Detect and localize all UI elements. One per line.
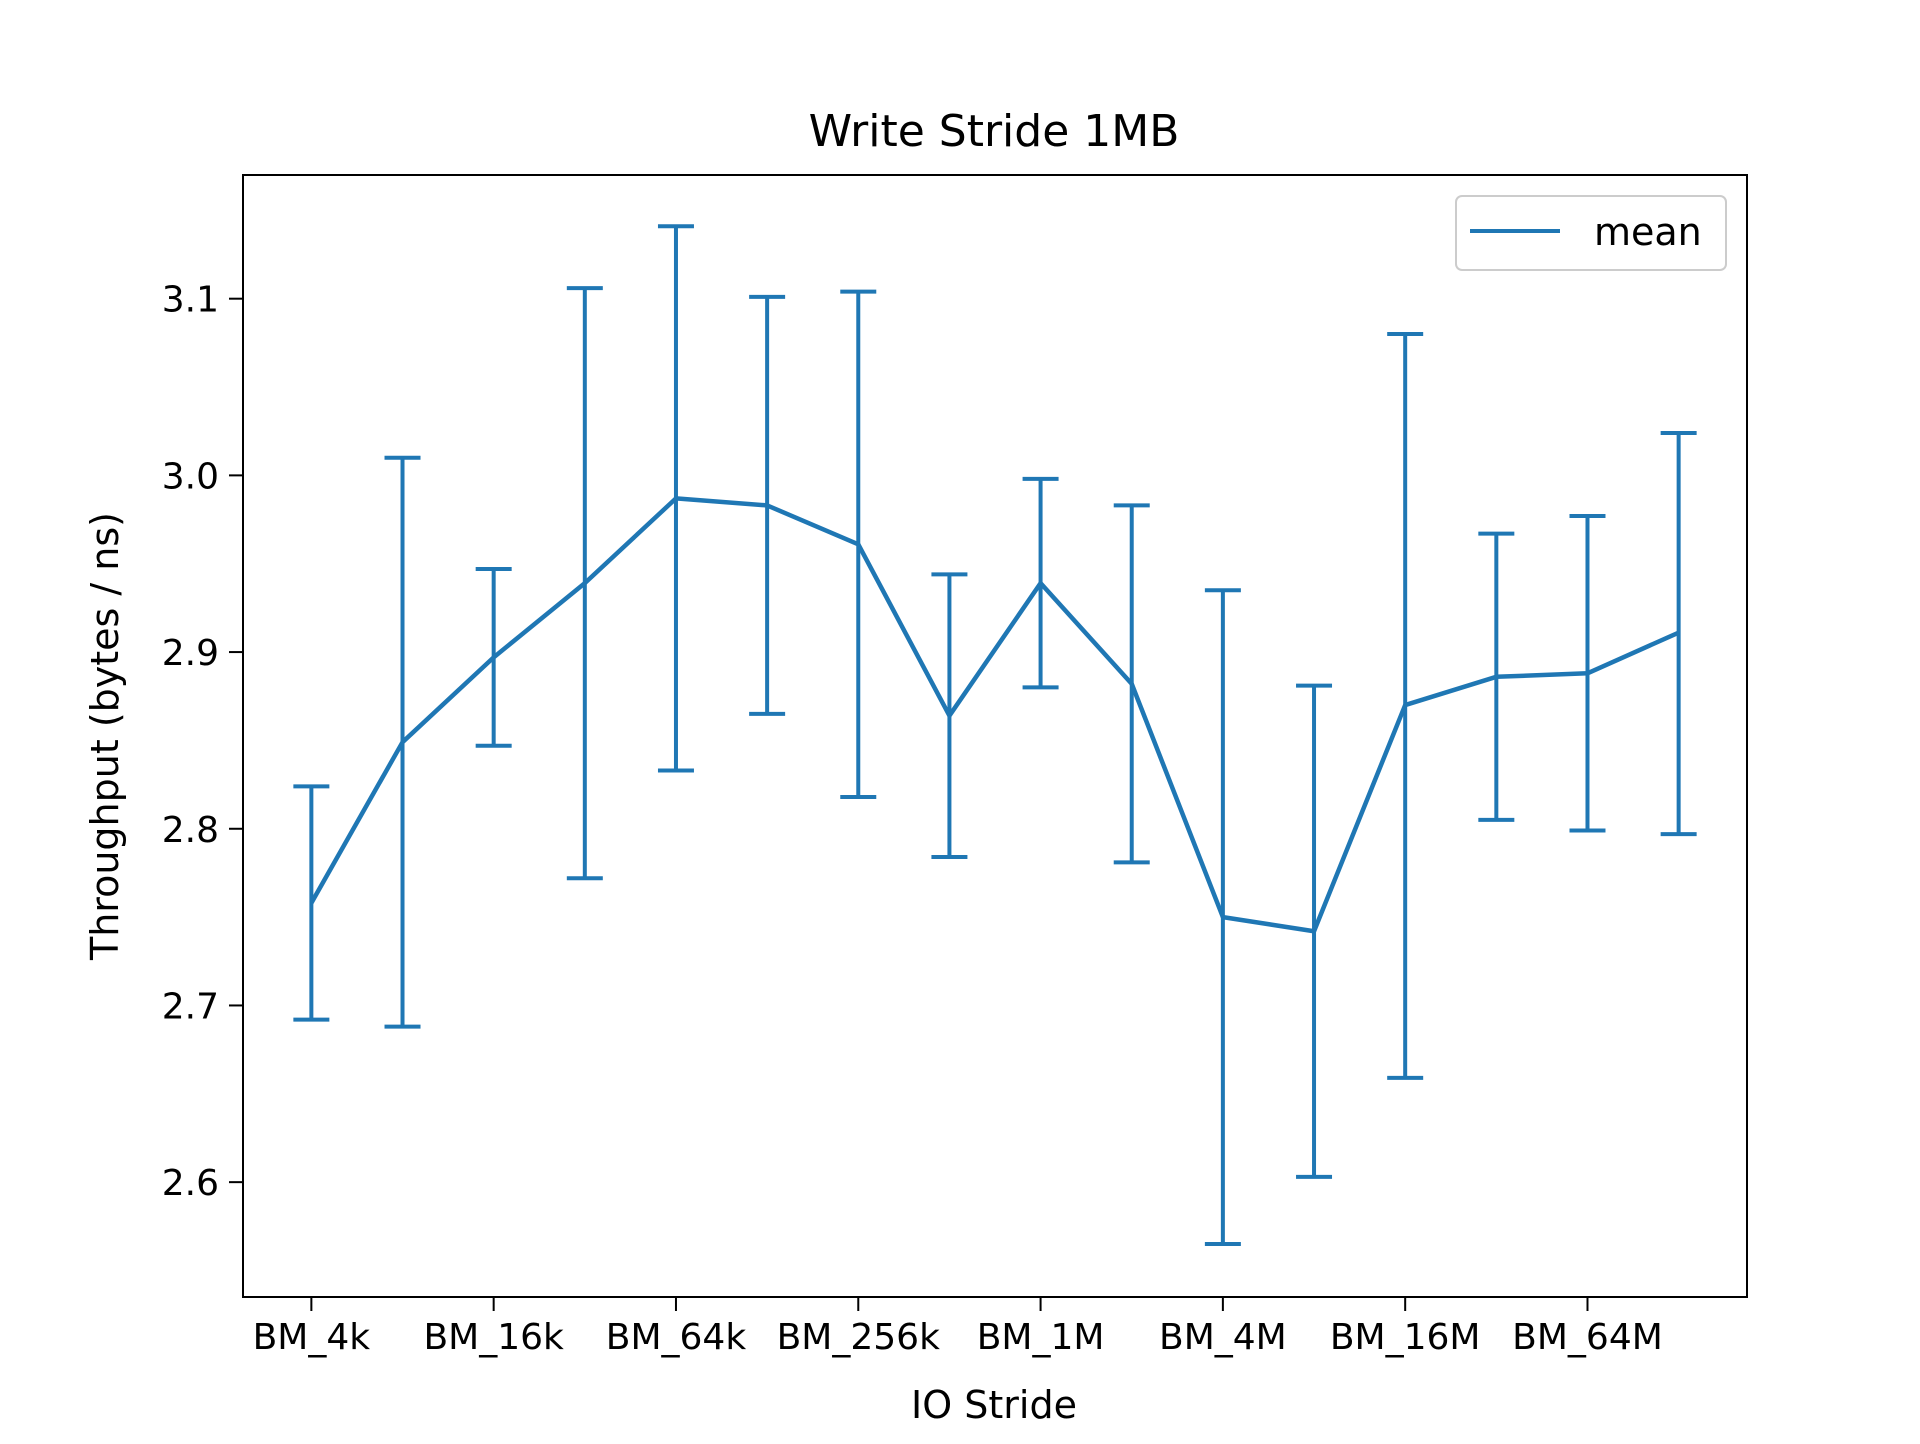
x-tick-label: BM_256k — [777, 1317, 940, 1358]
plot-frame — [242, 174, 1748, 1298]
legend-label-mean: mean — [1594, 210, 1702, 254]
x-tick-label: BM_16k — [423, 1317, 564, 1358]
x-tick-label: BM_64k — [606, 1317, 747, 1358]
y-tick-label: 3.1 — [162, 280, 219, 321]
plot-area — [293, 224, 1697, 1246]
x-tick-label: BM_64M — [1512, 1317, 1663, 1358]
x-axis: BM_4k BM_16k BM_64k BM_256k BM_1M BM_4M BM_16M… — [253, 1297, 1663, 1358]
legend: mean — [1455, 195, 1727, 271]
y-axis: 2.6 2.7 2.8 2.9 3.0 3.1 — [162, 280, 243, 1204]
y-tick-label: 2.6 — [162, 1163, 219, 1204]
x-tick-label: BM_4M — [1159, 1317, 1287, 1358]
y-tick-label: 2.9 — [162, 633, 219, 674]
y-tick-label: 2.7 — [162, 986, 219, 1027]
x-tick-label: BM_16M — [1330, 1317, 1481, 1358]
y-tick-label: 3.0 — [162, 456, 219, 497]
x-tick-label: BM_1M — [977, 1317, 1105, 1358]
chart-title: Write Stride 1MB — [809, 106, 1180, 157]
x-tick-label: BM_4k — [253, 1317, 371, 1358]
series-line-mean — [309, 496, 1680, 934]
y-tick-label: 2.8 — [162, 810, 219, 851]
legend-box — [1455, 195, 1727, 271]
x-axis-label: IO Stride — [911, 1383, 1077, 1427]
y-axis-label: Throughput (bytes / ns) — [83, 512, 127, 961]
